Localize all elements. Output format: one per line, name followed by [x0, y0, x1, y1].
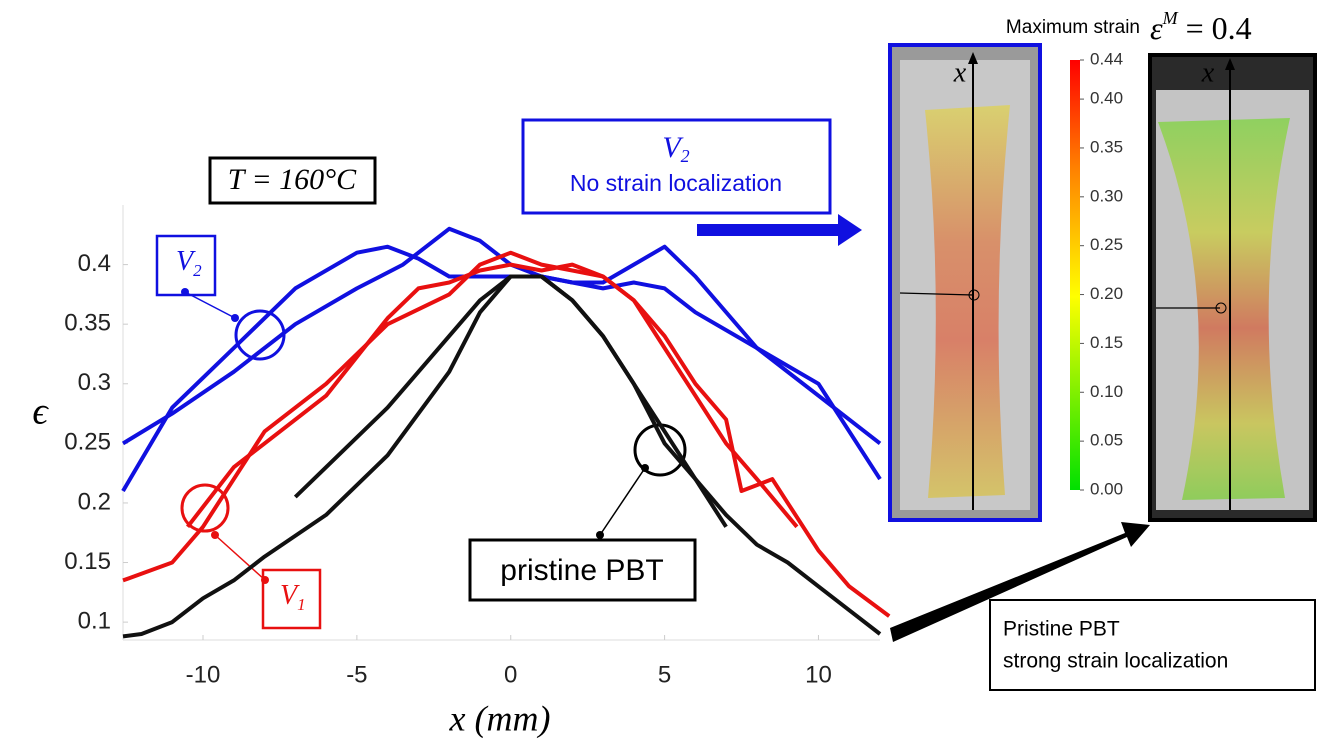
- colorbar-tick-label: 0.35: [1090, 137, 1123, 156]
- y-tick-label: 0.3: [78, 369, 111, 396]
- arrowhead: [968, 52, 978, 64]
- pristine-label: pristine PBT: [500, 554, 663, 587]
- arrow: [890, 522, 1150, 642]
- v2-caption: No strain localization: [570, 170, 782, 196]
- pristine-box-line2: strong strain localization: [1003, 650, 1228, 673]
- leader: [184, 291, 236, 319]
- v2-label: V2: [176, 246, 202, 279]
- colorbar-tick-label: 0.44: [1090, 49, 1123, 68]
- pristine-box: [989, 599, 1316, 691]
- colorbar-title: Maximum strain: [1006, 17, 1140, 38]
- colorbar-tick-label: 0.40: [1090, 89, 1123, 108]
- leader-dot: [231, 314, 239, 322]
- leader-dot: [261, 576, 269, 584]
- colorbar-tick-label: 0.30: [1090, 186, 1123, 205]
- y-tick-label: 0.25: [64, 429, 111, 456]
- y-tick-label: 0.2: [78, 488, 111, 515]
- colorbar-tick-label: 0.00: [1090, 479, 1123, 498]
- leader: [599, 467, 646, 536]
- v2-title: V2: [662, 131, 689, 166]
- leader: [214, 534, 266, 581]
- y-tick-label: 0.15: [64, 548, 111, 575]
- series-line: [121, 226, 882, 446]
- y-axis-label: ϵ: [32, 391, 49, 433]
- leader-dot: [181, 288, 189, 296]
- series-line: [122, 250, 891, 618]
- marker: [1215, 302, 1227, 314]
- x-tick-label: -5: [346, 661, 367, 688]
- y-tick-label: 0.1: [78, 607, 111, 634]
- leader-dot: [211, 531, 219, 539]
- series-line: [186, 262, 799, 529]
- leader: [899, 292, 974, 296]
- arrowhead: [1225, 58, 1235, 70]
- v1-label-box: [261, 568, 322, 630]
- temperature-label: T = 160°C: [228, 163, 357, 196]
- colorbar-tick-label: 0.10: [1090, 382, 1123, 401]
- specimen-axis-label: x: [953, 57, 967, 88]
- colorbar-tick-label: 0.25: [1090, 235, 1123, 254]
- x-axis-label: x (mm): [449, 698, 551, 738]
- colorbar-tick-label: 0.15: [1090, 333, 1123, 352]
- y-tick-label: 0.4: [78, 250, 111, 277]
- marker: [968, 289, 980, 301]
- colorbar: [1070, 60, 1080, 490]
- strain-field: [925, 105, 1010, 498]
- series-line: [293, 274, 728, 528]
- x-tick-label: -10: [186, 661, 221, 688]
- highlight-circle: [180, 483, 230, 533]
- specimen-axis-label: x: [1201, 57, 1215, 88]
- colorbar-equation: εM = 0.4: [1150, 8, 1252, 46]
- pristine-box-line1: Pristine PBT: [1003, 618, 1120, 641]
- pristine-label-box: [468, 538, 697, 602]
- v2-box: [521, 118, 832, 215]
- arrow: [697, 214, 862, 246]
- colorbar-tick-label: 0.20: [1090, 284, 1123, 303]
- v1-label: V1: [280, 580, 306, 613]
- x-tick-label: 0: [504, 661, 517, 688]
- x-tick-label: 5: [658, 661, 671, 688]
- leader-dot: [596, 531, 604, 539]
- colorbar-tick-label: 0.05: [1090, 431, 1123, 450]
- x-tick-label: 10: [805, 661, 832, 688]
- temperature-box: [208, 156, 377, 205]
- y-tick-label: 0.35: [64, 310, 111, 337]
- strain-field: [1158, 118, 1290, 500]
